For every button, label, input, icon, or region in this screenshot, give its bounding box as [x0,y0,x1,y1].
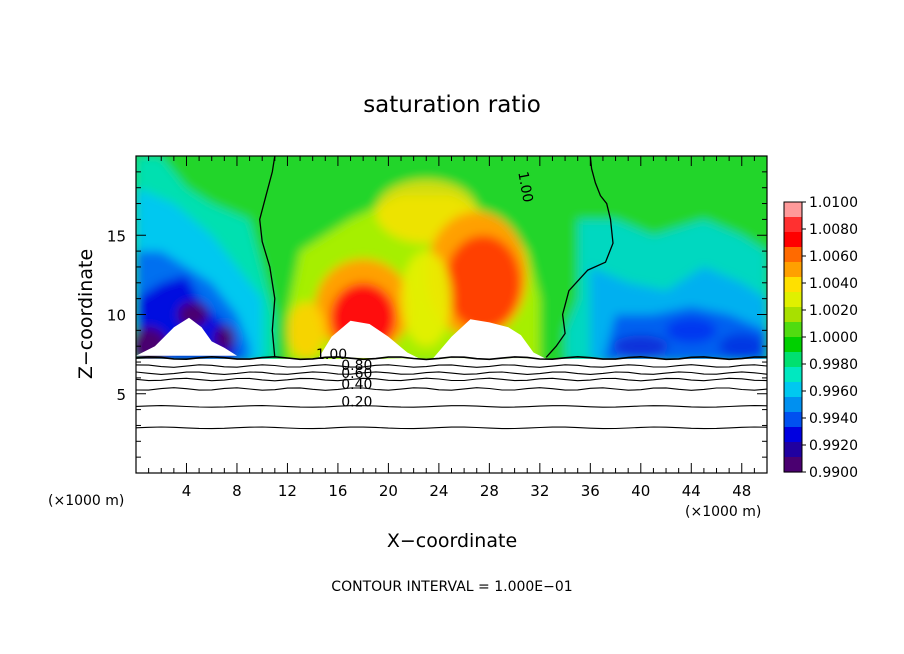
colorbar-label: 1.0100 [809,195,858,211]
contour-label: 0.60 [341,366,372,382]
colorbar-label: 0.9920 [809,438,858,454]
colorbar-swatch [784,262,802,278]
saturation-field [136,156,767,473]
contour-line [259,156,276,358]
y-tick-label: 5 [116,386,126,404]
colorbar-swatch [784,457,802,473]
x-tick-label: 20 [379,482,398,500]
x-tick-label: 36 [581,482,600,500]
colorbar-swatch [784,247,802,263]
colorbar-swatch [784,307,802,323]
x-tick-label: 12 [278,482,297,500]
colorbar: 1.0100 1.0080 1.0060 1.0040 1.0020 1.0000 0.99… [783,195,858,481]
colorbar-swatch [784,292,802,308]
colorbar-label: 1.0080 [809,222,858,238]
contour-label: 0.40 [341,377,372,393]
contour-label: 0.80 [341,358,372,374]
colorbar-swatch [784,322,802,338]
colorbar-swatch [784,277,802,293]
contour-line [136,371,767,375]
contour-line [136,405,767,408]
contour-label: 1.00 [514,170,535,203]
colorbar-swatch [784,202,802,218]
contour-line [136,364,767,368]
y-axis-label: Z−coordinate [75,249,97,379]
x-tick-label: 4 [182,482,192,500]
colorbar-swatch [784,217,802,233]
colorbar-swatch [784,412,802,428]
x-axis-ticks: 4 8 12 16 20 24 28 32 36 40 44 48 [148,156,755,500]
y-axis-ticks: 5 10 15 [107,171,767,458]
contour-interval-note: CONTOUR INTERVAL = 1.000E−01 [331,579,572,595]
colorbar-swatch [784,442,802,458]
x-tick-label: 44 [682,482,701,500]
colorbar-swatch [784,232,802,248]
colorbar-swatch [784,382,802,398]
x-unit-label-right: (×1000 m) [685,504,761,520]
x-tick-label: 40 [631,482,650,500]
contour-labels: 1.001.000.800.600.400.20 [316,170,535,410]
contour-line [136,377,767,382]
contour-line [545,156,614,358]
colorbar-swatch [784,397,802,413]
colorbar-swatch [784,427,802,443]
x-tick-label: 32 [530,482,549,500]
y-tick-label: 15 [107,227,126,245]
colorbar-label: 1.0020 [809,303,858,319]
colorbar-swatch [784,352,802,368]
colorbar-label: 0.9940 [809,411,858,427]
y-tick-label: 10 [107,307,126,325]
contour-label: 0.20 [341,394,372,410]
contour-line [136,387,767,391]
chart-title: saturation ratio [363,92,541,118]
x-unit-label-left: (×1000 m) [48,493,124,509]
contour-lines [136,156,767,430]
x-axis-label: X−coordinate [387,530,517,552]
x-tick-label: 28 [480,482,499,500]
colorbar-label: 1.0060 [809,249,858,265]
contour-line [136,426,767,430]
colorbar-label: 1.0000 [809,330,858,346]
colorbar-label: 1.0040 [809,276,858,292]
colorbar-swatch [784,367,802,383]
colorbar-label: 0.9900 [809,465,858,481]
colorbar-label: 0.9960 [809,384,858,400]
x-tick-label: 8 [232,482,242,500]
contour-line [136,355,767,361]
colorbar-swatch [784,337,802,353]
x-tick-label: 24 [429,482,448,500]
contour-label: 1.00 [316,347,347,363]
x-tick-label: 48 [732,482,751,500]
colorbar-label: 0.9980 [809,357,858,373]
x-tick-label: 16 [328,482,347,500]
